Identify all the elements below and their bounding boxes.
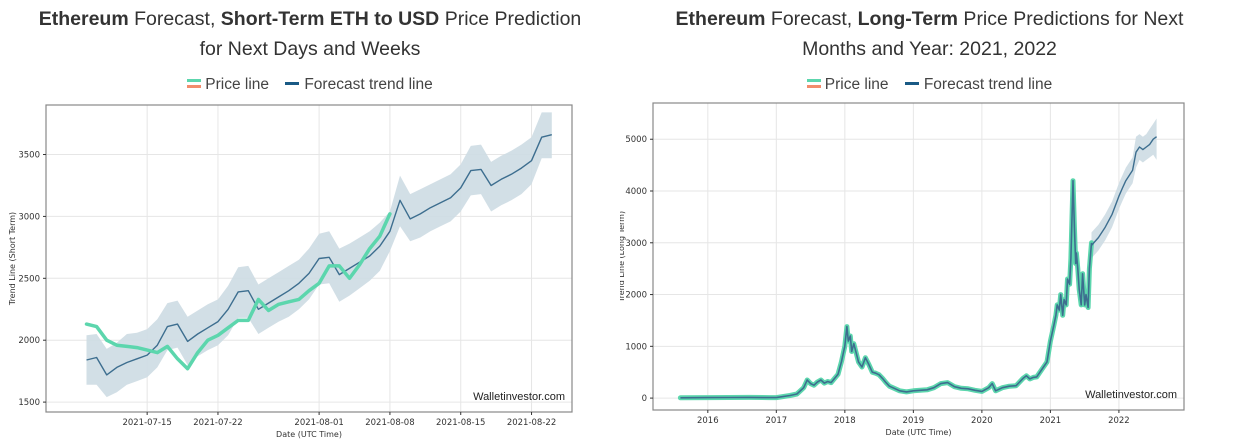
legend-item-price[interactable]: Price line	[187, 76, 269, 94]
title-line-2: Months and Year: 2021, 2022	[802, 38, 1057, 60]
plot-frame	[652, 102, 1185, 411]
x-tick-label: 2021-07-15	[122, 418, 171, 428]
y-tick-label: 2000	[625, 291, 647, 301]
short-term-title: Ethereum Forecast, Short-Term ETH to USD…	[0, 4, 620, 64]
title-bold: Long-Term	[857, 8, 959, 30]
forecast-trend-line	[1090, 136, 1158, 246]
title-text: Price Predictions for Next	[958, 8, 1184, 30]
legend-item-price[interactable]: Price line	[806, 76, 889, 94]
title-bold: Short-Term ETH to USD	[220, 8, 440, 30]
x-axis-label: Date (UTC Time)	[276, 430, 342, 439]
y-tick-label: 5000	[625, 135, 647, 145]
x-tick-label: 2020	[971, 416, 993, 426]
x-tick-label: 2016	[697, 416, 719, 426]
title-text: Price Prediction	[439, 8, 582, 30]
y-axis-label: Trend Line (Short Term)	[8, 212, 17, 306]
price-line-swatch-icon	[806, 79, 821, 89]
y-axis-label: Trend Line (Long Term)	[620, 211, 626, 303]
price-line	[677, 178, 1094, 401]
price-line	[84, 212, 392, 371]
legend-label-price: Price line	[824, 76, 889, 93]
title-bold: Ethereum	[38, 8, 129, 30]
x-tick-label: 2018	[834, 416, 856, 426]
title-bold: Ethereum	[675, 8, 766, 30]
short-term-legend: Price line Forecast trend line	[0, 76, 620, 94]
y-tick-label: 2000	[18, 336, 40, 346]
watermark: Walletinvestor.com	[473, 391, 565, 403]
y-tick-label: 3500	[18, 151, 40, 161]
x-tick-label: 2021	[1040, 416, 1062, 426]
short-term-panel: Ethereum Forecast, Short-Term ETH to USD…	[0, 4, 620, 439]
forecast-line-swatch-icon	[904, 82, 919, 86]
long-term-chart: 2016 2017 2018 2019 2020 2021 2022 0 1000 2000 300…	[620, 102, 1185, 437]
price-trend-overlay-line	[680, 179, 1093, 399]
title-text: Forecast,	[128, 8, 221, 30]
x-tick-label: 2017	[766, 416, 788, 426]
legend-label-forecast: Forecast trend line	[304, 76, 433, 93]
x-axis-label: Date (UTC Time)	[886, 428, 952, 437]
long-term-title: Ethereum Forecast, Long-Term Price Predi…	[620, 4, 1239, 64]
plot-frame	[45, 104, 573, 413]
price-line-swatch-icon	[187, 79, 202, 89]
legend-label-forecast: Forecast trend line	[923, 76, 1053, 93]
y-tick-label: 0	[642, 394, 647, 404]
short-term-chart: 2021-07-15 2021-07-22 2021-08-01 2021-08-08…	[8, 104, 573, 439]
x-tick-label: 2021-08-22	[507, 418, 556, 428]
y-tick-label: 3000	[18, 212, 40, 222]
x-tick-label: 2021-08-08	[365, 418, 414, 428]
y-tick-label: 4000	[625, 187, 647, 197]
long-term-panel: Ethereum Forecast, Long-Term Price Predi…	[620, 0, 1239, 443]
watermark: Walletinvestor.com	[1085, 389, 1177, 401]
legend-item-forecast[interactable]: Forecast trend line	[904, 76, 1053, 94]
x-tick-label: 2019	[903, 416, 925, 426]
title-text: Forecast,	[765, 8, 858, 30]
y-tick-label: 1000	[625, 342, 647, 352]
y-tick-label: 3000	[625, 239, 647, 249]
legend-item-forecast[interactable]: Forecast trend line	[285, 76, 433, 94]
forecast-trend-line	[86, 134, 552, 376]
legend-label-price: Price line	[205, 76, 270, 93]
y-tick-label: 1500	[18, 398, 40, 408]
long-term-legend: Price line Forecast trend line	[620, 76, 1239, 94]
forecast-confidence-band	[86, 112, 552, 398]
forecast-line-swatch-icon	[285, 82, 300, 86]
y-tick-label: 2500	[18, 274, 40, 284]
x-tick-label: 2021-08-01	[294, 418, 343, 428]
x-tick-label: 2021-07-22	[193, 418, 242, 428]
x-tick-label: 2022	[1108, 416, 1130, 426]
title-line-2: for Next Days and Weeks	[199, 38, 421, 60]
x-tick-label: 2021-08-15	[436, 418, 485, 428]
